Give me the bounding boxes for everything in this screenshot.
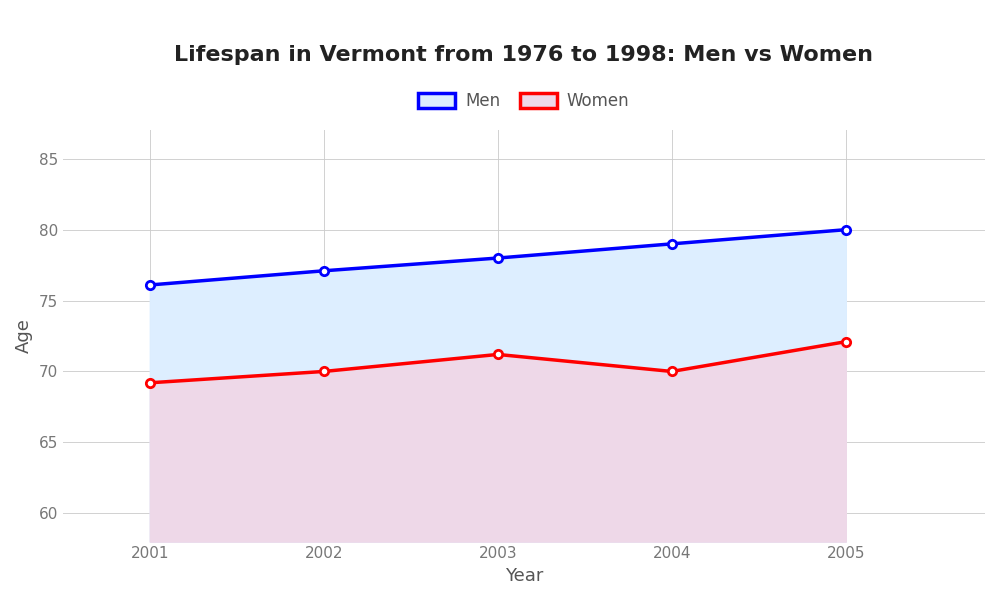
Y-axis label: Age: Age bbox=[15, 319, 33, 353]
X-axis label: Year: Year bbox=[505, 567, 543, 585]
Legend: Men, Women: Men, Women bbox=[412, 85, 636, 116]
Title: Lifespan in Vermont from 1976 to 1998: Men vs Women: Lifespan in Vermont from 1976 to 1998: M… bbox=[174, 45, 873, 65]
